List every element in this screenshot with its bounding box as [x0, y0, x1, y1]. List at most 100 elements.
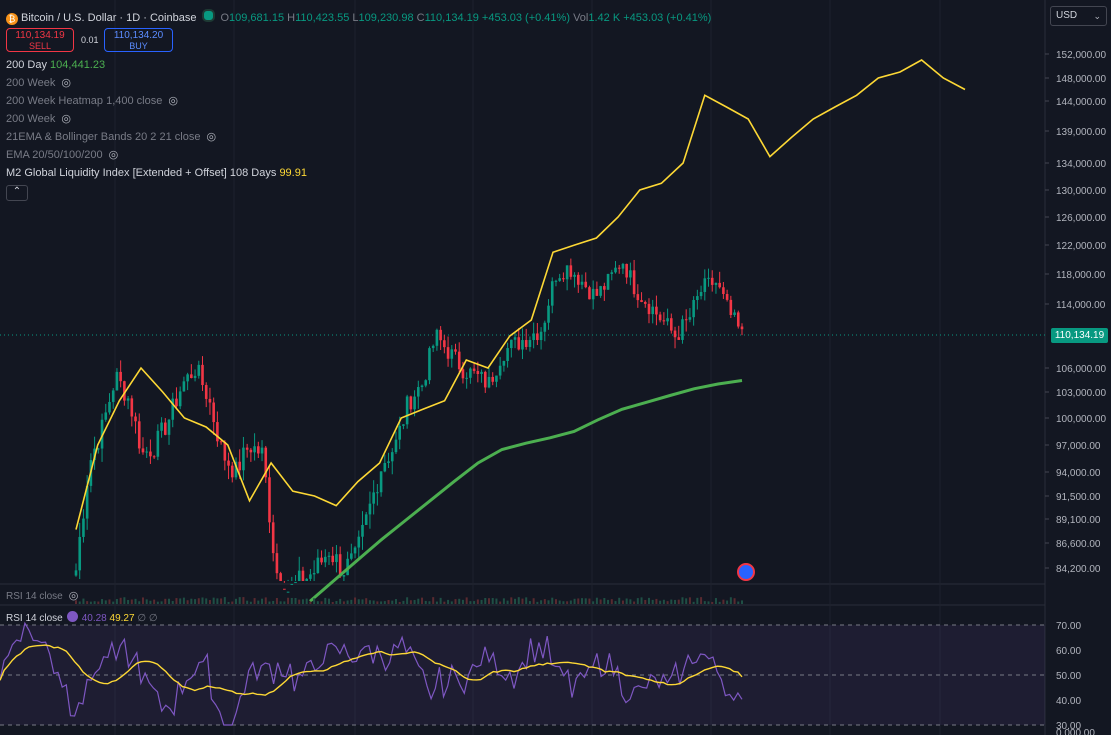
- collapse-legend-button[interactable]: ⌃: [6, 185, 28, 201]
- volume-bar: [115, 598, 118, 604]
- volume-bar: [707, 601, 710, 604]
- volume-bar: [197, 598, 200, 604]
- volume-bar: [231, 601, 234, 604]
- candle-body: [591, 288, 595, 300]
- rsi-na-2: ∅: [148, 613, 158, 624]
- currency-select[interactable]: USD ⌄: [1050, 6, 1107, 26]
- candle-body: [558, 278, 561, 281]
- low-label: L: [352, 12, 359, 24]
- candle-body: [178, 391, 182, 407]
- candle-body: [439, 329, 442, 341]
- indicator-200-week[interactable]: 200 Week ◎: [6, 75, 71, 91]
- eye-hidden-icon[interactable]: ◎: [61, 77, 71, 89]
- eye-hidden-icon[interactable]: ◎: [206, 131, 217, 143]
- ma-200-day-line: [309, 379, 743, 603]
- candle-body: [603, 286, 606, 290]
- candle-body: [100, 419, 104, 449]
- rsi-tick-label: 40.00: [1056, 696, 1081, 707]
- candle-body: [294, 581, 297, 583]
- volume-bar: [517, 597, 520, 604]
- volume-bar: [283, 601, 286, 604]
- candle-body: [487, 376, 491, 388]
- candle-body: [565, 265, 569, 280]
- volume-bar: [592, 601, 595, 604]
- candle-body: [152, 456, 156, 458]
- volume-bar: [435, 601, 438, 604]
- price-tick-label: 89,100.00: [1056, 515, 1101, 526]
- symbol-title[interactable]: Bitcoin / U.S. Dollar · 1D · Coinbase: [21, 12, 197, 24]
- candle-body: [629, 270, 632, 278]
- candle-body: [606, 273, 610, 290]
- volume-bar: [350, 599, 353, 604]
- candle-body: [368, 503, 372, 515]
- volume-bar: [432, 597, 435, 604]
- volume-bar: [186, 600, 189, 604]
- volume-bar: [685, 598, 688, 604]
- volume-bar: [354, 597, 357, 604]
- candle-body: [643, 301, 647, 304]
- indicator-m2-liquidity[interactable]: M2 Global Liquidity Index [Extended + Of…: [6, 165, 307, 181]
- candle-body: [171, 398, 175, 420]
- volume-bar: [361, 599, 364, 604]
- candle-body: [632, 270, 636, 295]
- volume-bar: [201, 597, 204, 604]
- eye-hidden-icon[interactable]: ◎: [61, 113, 71, 125]
- volume-bar: [141, 597, 144, 604]
- rsi-panel-2-header[interactable]: RSI 14 close 40.28 49.27 ∅ ∅: [6, 611, 158, 625]
- indicator-200-week-2[interactable]: 200 Week ◎: [6, 111, 71, 127]
- candle-body: [390, 452, 394, 462]
- candle-body: [208, 398, 212, 403]
- volume-bar: [134, 598, 137, 604]
- high-value: 110,423.55: [295, 12, 350, 24]
- candle-body: [599, 286, 602, 296]
- volume-bar: [469, 601, 472, 604]
- candle-body: [253, 446, 256, 453]
- indicator-200-week-heatmap[interactable]: 200 Week Heatmap 1,400 close ◎: [6, 93, 178, 109]
- volume-bar: [681, 597, 684, 604]
- volume-bar: [246, 600, 249, 604]
- volume-bar: [528, 601, 531, 604]
- candle-body: [242, 447, 245, 471]
- buy-button[interactable]: 110,134.20 BUY: [104, 28, 173, 52]
- price-tick-label: 144,000.00: [1056, 97, 1106, 108]
- volume-bar: [78, 601, 81, 604]
- rsi-label: RSI 14 close: [6, 613, 63, 624]
- volume-bar: [473, 601, 476, 604]
- candle-body: [335, 554, 338, 563]
- volume-bar: [208, 600, 211, 604]
- volume-bar: [584, 598, 587, 604]
- candle-body: [409, 396, 413, 410]
- volume-bar: [365, 598, 368, 604]
- volume-bar: [324, 597, 327, 604]
- eye-hidden-icon[interactable]: ◎: [168, 95, 178, 107]
- volume-bar: [156, 601, 159, 604]
- candle-body: [379, 471, 383, 493]
- volume-bar: [677, 599, 680, 604]
- candle-body: [361, 524, 364, 537]
- volume-bar: [194, 599, 197, 604]
- eye-hidden-icon[interactable]: ◎: [68, 590, 79, 602]
- candle-body: [283, 588, 286, 590]
- candle-body: [513, 337, 517, 340]
- volume-bar: [328, 598, 331, 604]
- candle-body: [312, 573, 316, 575]
- candle-body: [677, 337, 681, 340]
- sell-button[interactable]: 110,134.19 SELL: [6, 28, 74, 52]
- indicator-200-day[interactable]: 200 Day 104,441.23: [6, 57, 105, 73]
- buy-price: 110,134.20: [113, 30, 164, 41]
- volume-label: Vol: [573, 12, 589, 24]
- eye-hidden-icon[interactable]: ◎: [108, 149, 119, 161]
- candle-body: [376, 492, 379, 494]
- rsi-panel-1-header[interactable]: RSI 14 close ◎: [6, 589, 78, 603]
- volume-bar: [227, 601, 230, 604]
- volume-bar: [272, 600, 275, 604]
- indicator-21ema-bb[interactable]: 21EMA & Bollinger Bands 20 2 21 close ◎: [6, 129, 216, 145]
- volume-bar: [160, 601, 163, 604]
- candle-body: [617, 267, 621, 269]
- volume-bar: [741, 600, 743, 604]
- candle-body: [357, 536, 361, 548]
- candle-body: [115, 371, 119, 391]
- indicator-ema-ribbon[interactable]: EMA 20/50/100/200 ◎: [6, 147, 118, 163]
- volume-bar: [703, 601, 706, 604]
